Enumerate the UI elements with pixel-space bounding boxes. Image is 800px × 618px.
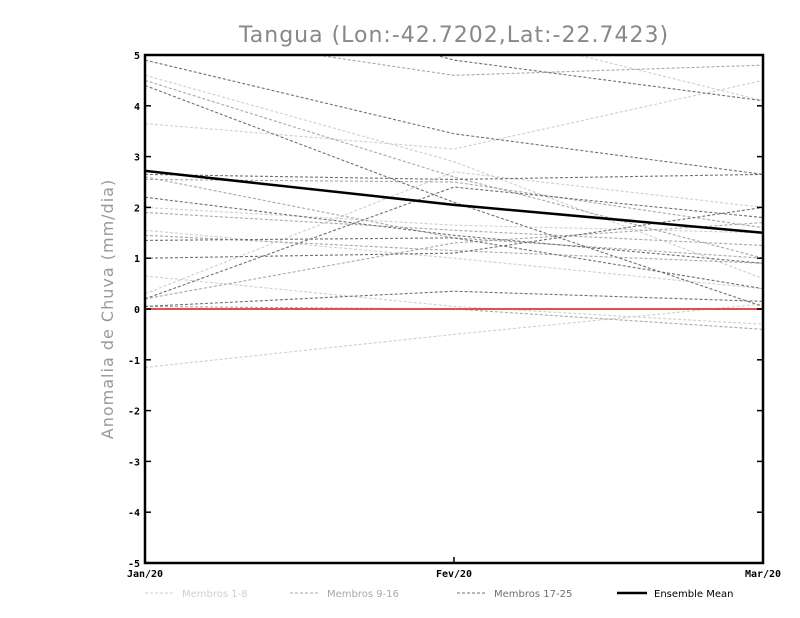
member-line-10 [145, 176, 763, 259]
member-line-23 [145, 186, 763, 300]
member-line-15 [145, 178, 763, 229]
member-line-18 [145, 84, 763, 307]
y-tick-label: -1 [128, 356, 140, 367]
y-tick-label: 0 [134, 305, 140, 316]
legend-label-3: Membros 17-25 [494, 589, 572, 600]
member-line-20 [145, 196, 763, 264]
legend: Membros 1-8 Membros 9-16 Membros 17-25 Ense… [145, 589, 733, 600]
member-line-25 [432, 55, 763, 102]
x-tick-label: Jan/20 [127, 569, 163, 580]
y-tick-label: 3 [134, 153, 140, 164]
y-tick-label: -4 [128, 508, 140, 519]
member-line-19 [145, 173, 763, 181]
series-layer [145, 55, 763, 368]
legend-label-2: Membros 9-16 [327, 589, 399, 600]
member-line-7 [145, 206, 763, 234]
chart-title: Tangua (Lon:-42.7202,Lat:-22.7423) [238, 23, 669, 48]
member-line-1 [145, 74, 763, 280]
member-line-12 [145, 222, 763, 300]
tick-layer: -5 -4 -3 -2 -1 0 1 2 3 4 5 Jan/20 Fev/20 Mar/20 [127, 51, 781, 580]
member-line-8 [575, 55, 763, 102]
x-tick-label: Fev/20 [436, 569, 472, 580]
y-tick-label: 1 [134, 254, 140, 265]
y-tick-label: -2 [128, 407, 140, 418]
y-tick-label: -3 [128, 457, 140, 468]
ensemble-mean-line [145, 169, 763, 235]
y-tick-label: 4 [134, 102, 140, 113]
member-line-22 [145, 206, 763, 259]
member-line-6 [145, 303, 763, 368]
member-line-16 [145, 211, 763, 247]
member-line-21 [145, 237, 763, 290]
y-axis-label: Anomalia de Chuva (mm/dia) [98, 179, 117, 439]
member-line-2 [145, 79, 763, 150]
x-tick-label: Mar/20 [745, 569, 781, 580]
member-line-13 [145, 305, 763, 330]
legend-label-4: Ensemble Mean [654, 589, 733, 600]
y-tick-label: 5 [134, 51, 140, 62]
member-line-14 [312, 55, 763, 76]
member-line-3 [145, 229, 763, 290]
member-line-17 [145, 59, 763, 175]
y-tick-label: 2 [134, 203, 140, 214]
member-line-4 [145, 275, 763, 325]
legend-label-1: Membros 1-8 [182, 589, 248, 600]
member-line-5 [145, 171, 763, 295]
member-line-24 [145, 290, 763, 308]
y-tick-label: -5 [128, 559, 140, 570]
member-line-9 [145, 79, 763, 259]
member-line-11 [145, 234, 763, 264]
